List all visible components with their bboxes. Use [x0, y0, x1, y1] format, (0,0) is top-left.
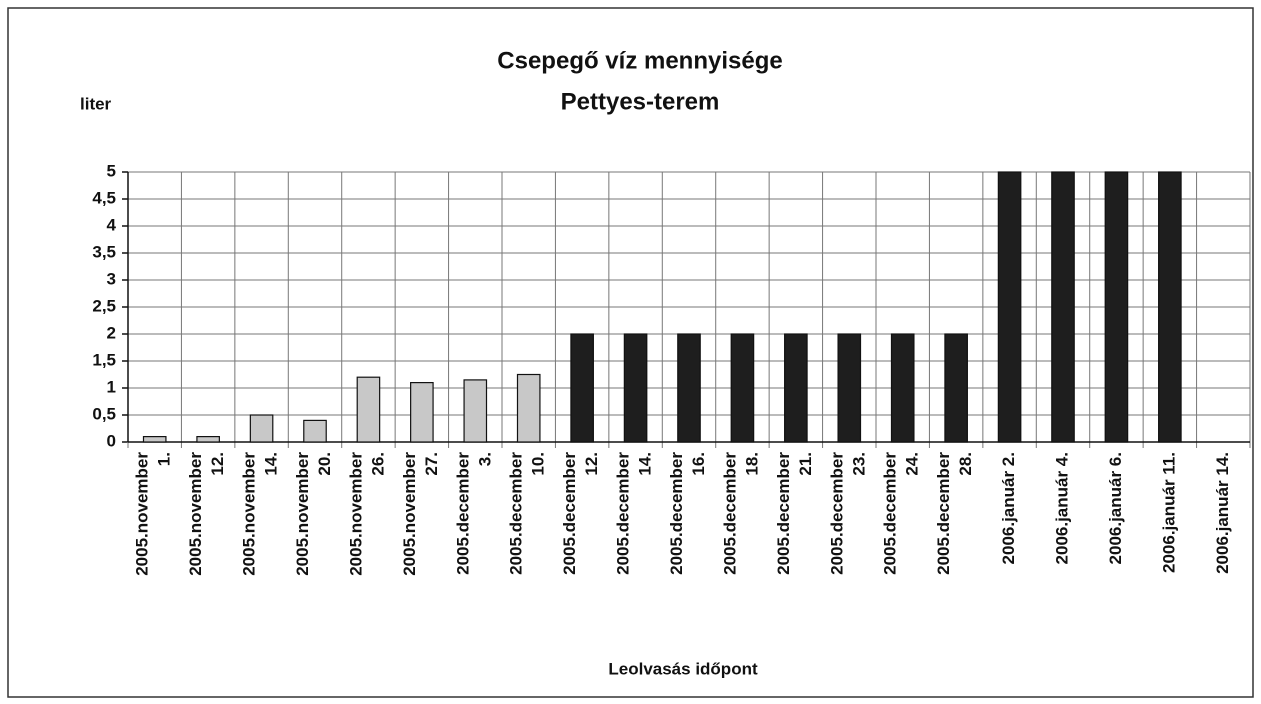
x-tick-label: 2005.november 27.	[400, 452, 441, 576]
x-tick-label: 2005.november 26.	[347, 452, 388, 576]
y-tick-label: 3,5	[92, 242, 116, 261]
x-tick-label: 2005.december 3.	[454, 452, 495, 575]
y-tick-label: 0	[107, 431, 116, 450]
bar	[890, 333, 915, 443]
x-tick-group: 2005.november 1.	[133, 452, 174, 576]
x-tick-label: 2005.november 1.	[133, 452, 174, 576]
x-tick-group: 2006.január 2.	[999, 452, 1018, 564]
x-tick-label: 2005.december 12.	[561, 452, 602, 575]
bar	[837, 333, 862, 443]
y-tick-label: 5	[107, 161, 116, 180]
y-tick-label: 3	[107, 269, 116, 288]
x-tick-label: 2006.január 4.	[1052, 452, 1071, 564]
x-tick-group: 2006.január 4.	[1052, 452, 1071, 564]
x-tick-group: 2005.december 3.	[454, 452, 495, 575]
x-tick-group: 2006.január 11.	[1159, 452, 1178, 573]
bar	[463, 379, 488, 443]
y-tick-label: 0,5	[92, 404, 116, 423]
bar	[1051, 171, 1075, 443]
bar	[303, 419, 327, 443]
y-tick-label: 1,5	[92, 350, 116, 369]
x-tick-label: 2005.december 14.	[614, 452, 655, 575]
x-tick-group: 2005.december 24.	[881, 452, 922, 575]
x-tick-label: 2006.január 14.	[1213, 452, 1232, 574]
x-tick-group: 2005.december 23.	[828, 452, 869, 575]
y-tick-label: 2	[107, 323, 116, 342]
x-tick-group: 2005.november 26.	[347, 452, 388, 576]
bar	[570, 333, 594, 443]
bar	[784, 333, 808, 443]
x-tick-label: 2005.december 28.	[935, 452, 976, 575]
x-tick-group: 2006.január 6.	[1106, 452, 1125, 564]
x-tick-group: 2005.december 12.	[561, 452, 602, 575]
x-tick-label: 2006.január 2.	[999, 452, 1018, 564]
x-axis-label: Leolvasás időpont	[608, 659, 758, 678]
x-tick-group: 2005.november 12.	[187, 452, 228, 576]
bar	[249, 414, 274, 443]
bar	[410, 382, 434, 443]
bar	[730, 333, 755, 443]
bar	[516, 373, 541, 443]
x-tick-label: 2005.december 24.	[881, 452, 922, 575]
x-tick-group: 2005.november 14.	[240, 452, 281, 576]
x-tick-group: 2005.december 10.	[507, 452, 548, 575]
x-tick-group: 2005.december 21.	[774, 452, 815, 575]
bar	[196, 436, 220, 443]
bar	[677, 333, 701, 443]
bar	[142, 436, 167, 443]
x-tick-label: 2006.január 11.	[1159, 452, 1178, 573]
chart-subtitle: Pettyes-terem	[561, 88, 720, 115]
bar	[944, 333, 968, 443]
y-tick-label: 4	[107, 215, 117, 234]
x-tick-group: 2005.december 16.	[667, 452, 708, 575]
y-axis-label: liter	[80, 94, 112, 113]
x-tick-label: 2005.november 14.	[240, 452, 281, 576]
bar	[356, 376, 381, 443]
bar	[1104, 171, 1129, 443]
bar	[1158, 171, 1182, 443]
x-tick-label: 2005.december 23.	[828, 452, 869, 575]
x-tick-group: 2005.december 14.	[614, 452, 655, 575]
x-tick-label: 2005.december 16.	[667, 452, 708, 575]
bar	[997, 171, 1022, 443]
y-tick-label: 4,5	[92, 188, 116, 207]
x-tick-group: 2005.november 20.	[293, 452, 334, 576]
bar	[623, 333, 648, 443]
y-tick-label: 2,5	[92, 296, 116, 315]
x-tick-group: 2005.november 27.	[400, 452, 441, 576]
x-tick-label: 2005.december 21.	[774, 452, 815, 575]
x-tick-label: 2006.január 6.	[1106, 452, 1125, 564]
x-tick-label: 2005.december 18.	[721, 452, 762, 575]
chart-frame	[7, 7, 1254, 698]
x-tick-group: 2005.december 18.	[721, 452, 762, 575]
x-tick-label: 2005.november 20.	[293, 452, 334, 576]
x-tick-label: 2005.december 10.	[507, 452, 548, 575]
chart-title: Csepegő víz mennyisége	[497, 47, 782, 74]
x-tick-label: 2005.november 12.	[187, 452, 228, 576]
x-tick-group: 2006.január 14.	[1213, 452, 1232, 574]
x-tick-group: 2005.december 28.	[935, 452, 976, 575]
y-tick-label: 1	[107, 377, 116, 396]
